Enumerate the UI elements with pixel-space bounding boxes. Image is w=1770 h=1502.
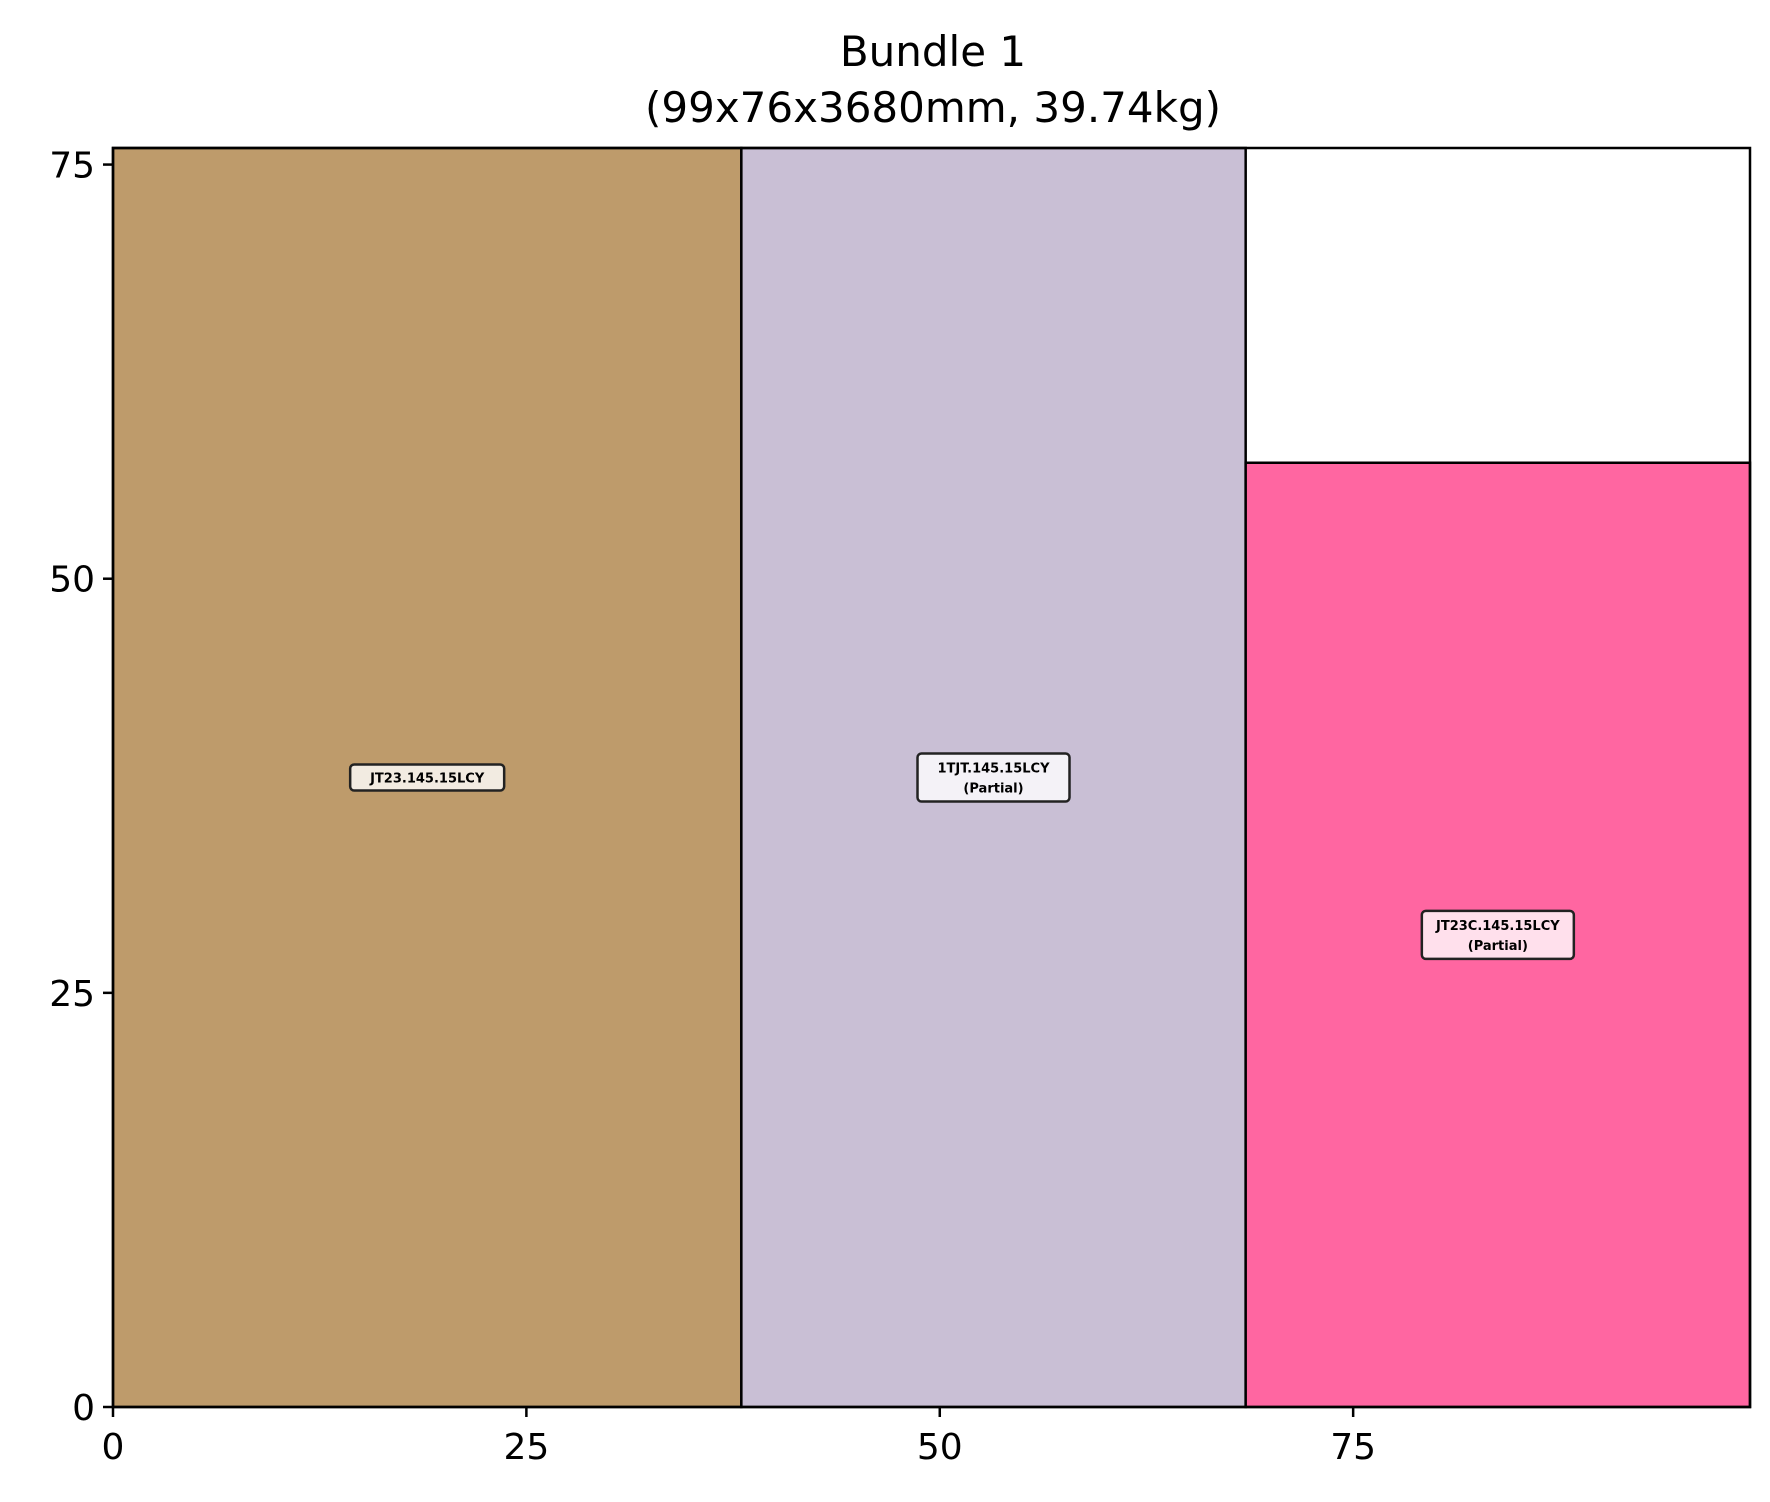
piece-label-box-1 (348, 763, 506, 792)
y-tick-label: 0 (72, 1388, 95, 1429)
y-tick-label: 50 (49, 560, 95, 601)
chart-title-line2: (99x76x3680mm, 39.74kg) (645, 83, 1221, 132)
pieces-layer: JT23.145.15LCY 1TJT.145.15LCY (Partial) JT2… (111, 146, 1752, 1409)
piece-label-1: JT23.145.15LCY (369, 772, 485, 787)
piece-label-2: 1TJT.145.15LCY (938, 762, 1051, 777)
piece-label-box-2 (916, 752, 1071, 803)
x-tick-label: 0 (102, 1427, 125, 1468)
x-tick-label: 75 (1330, 1427, 1376, 1468)
piece-label-box-3 (1420, 909, 1576, 961)
chart-title-line1: Bundle 1 (840, 27, 1026, 76)
axes-layer: 0 25 50 75 0 25 50 75 (49, 146, 1752, 1468)
piece-sublabel-3: (Partial) (1468, 939, 1528, 954)
x-tick-label: 50 (917, 1427, 963, 1468)
y-tick-label: 75 (49, 146, 95, 187)
y-tick-label: 25 (49, 974, 95, 1015)
piece-label-3: JT23C.145.15LCY (1435, 919, 1560, 934)
piece-sublabel-2: (Partial) (963, 782, 1023, 797)
bundle-outline (111, 146, 1752, 1409)
x-tick-label: 25 (503, 1427, 549, 1468)
